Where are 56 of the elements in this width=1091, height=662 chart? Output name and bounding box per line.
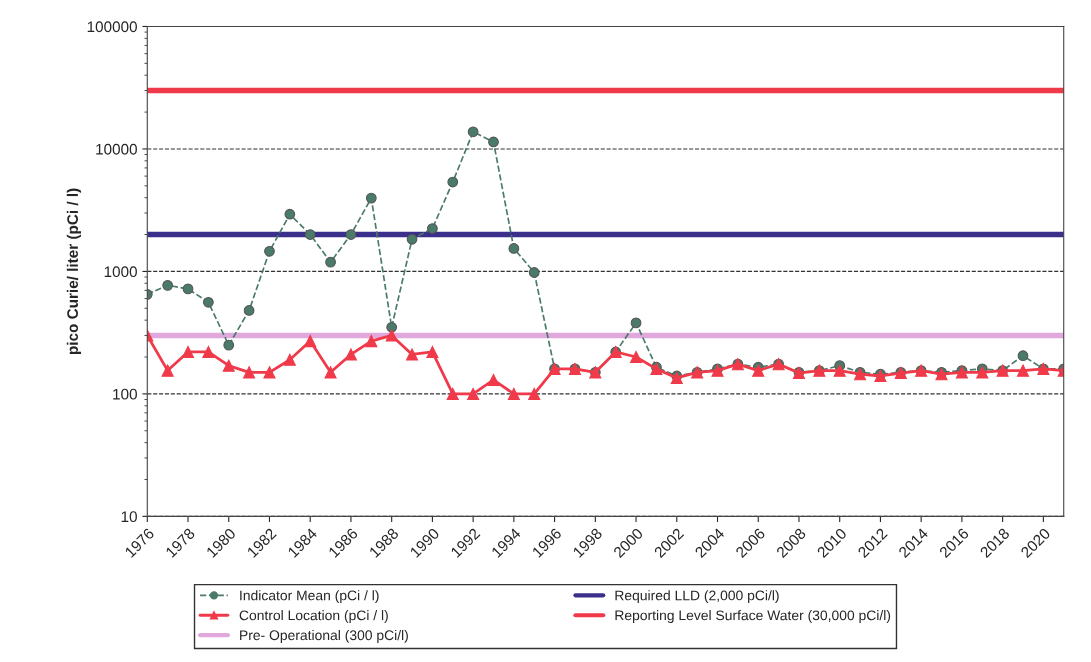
y-tick-label: 10000 [96,143,137,155]
y-tick-label: 1000 [104,266,137,278]
point [507,387,520,400]
legend-label: Indicator Mean (pCi / l) [240,590,379,604]
point [406,233,418,245]
point [365,334,378,348]
point [182,283,194,295]
point [181,345,195,359]
point [222,359,235,372]
point [976,366,989,379]
point [1017,350,1029,362]
point [385,329,398,342]
legend-label: Reporting Level Surface Water (30,000 pCi/l) [615,610,891,623]
point [629,350,643,364]
y-tick-label: 100000 [87,21,137,33]
point [344,348,358,361]
point [386,321,398,333]
point [365,192,377,204]
point [833,364,846,377]
point [528,267,540,278]
point [447,176,459,188]
legend-label: Required LLD (2,000 pCi/l) [615,590,779,604]
point [283,353,296,366]
point [223,339,235,351]
point [488,136,499,148]
point [324,366,337,379]
point [325,256,336,268]
point [528,387,541,400]
point [630,317,642,329]
point [161,364,174,377]
y-axis-title: pico Curie/ liter (pCi / l) [66,188,82,355]
point [426,345,439,359]
point [487,373,500,387]
point [304,229,316,240]
point [162,279,174,291]
point [284,208,296,220]
point [467,126,479,138]
point [202,345,215,359]
point [1016,364,1030,377]
point [345,229,357,240]
point [304,334,317,348]
point [203,296,214,308]
point [405,348,419,361]
legend-label: Pre- Operational (300 pCi/l) [240,629,408,643]
point [264,245,275,257]
point [508,243,520,254]
point [427,223,438,234]
legend-label: Control Location (pCi / l) [239,610,388,623]
y-tick-label: 100 [113,388,137,400]
point [752,364,765,377]
point [243,366,256,379]
point [446,387,459,400]
point [243,305,255,316]
point [263,366,276,379]
y-tick-label: 10 [121,511,137,523]
point [467,387,480,400]
